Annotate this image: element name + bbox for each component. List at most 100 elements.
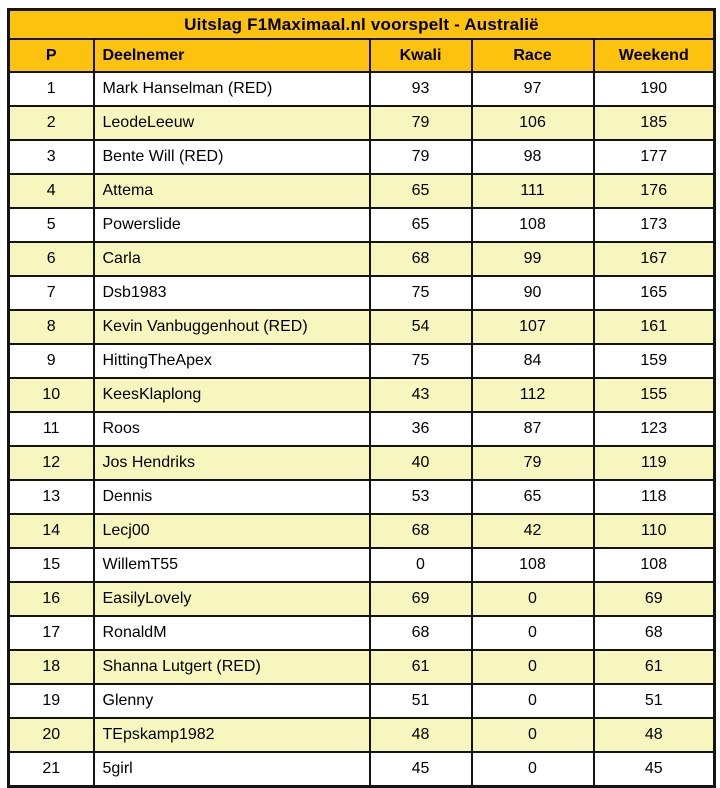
weekend-cell: 173 bbox=[592, 207, 716, 243]
position-cell: 14 bbox=[7, 513, 95, 549]
table-row: 3 Bente Will (RED) 79 98 177 bbox=[7, 139, 716, 175]
weekend-cell: 68 bbox=[592, 615, 716, 651]
position-cell: 8 bbox=[7, 309, 95, 345]
deelnemer-cell: Powerslide bbox=[92, 207, 371, 243]
position-cell: 18 bbox=[7, 649, 95, 685]
deelnemer-cell: Carla bbox=[92, 241, 371, 277]
position-cell: 7 bbox=[7, 275, 95, 311]
race-cell: 108 bbox=[470, 547, 595, 583]
weekend-cell: 165 bbox=[592, 275, 716, 311]
race-cell: 87 bbox=[470, 411, 595, 447]
race-cell: 99 bbox=[470, 241, 595, 277]
weekend-cell: 177 bbox=[592, 139, 716, 175]
table-row: 4 Attema 65 111 176 bbox=[7, 173, 716, 209]
race-cell: 0 bbox=[470, 615, 595, 651]
table-row: 18 Shanna Lutgert (RED) 61 0 61 bbox=[7, 649, 716, 685]
position-cell: 2 bbox=[7, 105, 95, 141]
table-row: 21 5girl 45 0 45 bbox=[7, 751, 716, 788]
header-row: P Deelnemer Kwali Race Weekend bbox=[7, 38, 716, 73]
position-cell: 17 bbox=[7, 615, 95, 651]
race-cell: 106 bbox=[470, 105, 595, 141]
deelnemer-cell: Dsb1983 bbox=[92, 275, 371, 311]
results-table-container: Uitslag F1Maximaal.nl voorspelt - Austra… bbox=[7, 8, 716, 788]
deelnemer-cell: KeesKlaplong bbox=[92, 377, 371, 413]
kwali-cell: 75 bbox=[368, 343, 473, 379]
kwali-cell: 36 bbox=[368, 411, 473, 447]
deelnemer-cell: Dennis bbox=[92, 479, 371, 515]
weekend-cell: 161 bbox=[592, 309, 716, 345]
weekend-cell: 69 bbox=[592, 581, 716, 617]
race-cell: 97 bbox=[470, 71, 595, 107]
kwali-cell: 79 bbox=[368, 139, 473, 175]
kwali-cell: 48 bbox=[368, 717, 473, 753]
kwali-cell: 61 bbox=[368, 649, 473, 685]
table-row: 6 Carla 68 99 167 bbox=[7, 241, 716, 277]
position-cell: 12 bbox=[7, 445, 95, 481]
table-row: 20 TEpskamp1982 48 0 48 bbox=[7, 717, 716, 753]
position-cell: 11 bbox=[7, 411, 95, 447]
position-cell: 19 bbox=[7, 683, 95, 719]
table-row: 8 Kevin Vanbuggenhout (RED) 54 107 161 bbox=[7, 309, 716, 345]
race-cell: 108 bbox=[470, 207, 595, 243]
table-row: 16 EasilyLovely 69 0 69 bbox=[7, 581, 716, 617]
deelnemer-cell: TEpskamp1982 bbox=[92, 717, 371, 753]
kwali-cell: 65 bbox=[368, 207, 473, 243]
deelnemer-cell: 5girl bbox=[92, 751, 371, 788]
weekend-cell: 185 bbox=[592, 105, 716, 141]
kwali-cell: 51 bbox=[368, 683, 473, 719]
kwali-cell: 53 bbox=[368, 479, 473, 515]
race-cell: 0 bbox=[470, 581, 595, 617]
deelnemer-cell: Roos bbox=[92, 411, 371, 447]
position-cell: 3 bbox=[7, 139, 95, 175]
weekend-cell: 119 bbox=[592, 445, 716, 481]
deelnemer-cell: HittingTheApex bbox=[92, 343, 371, 379]
table-row: 1 Mark Hanselman (RED) 93 97 190 bbox=[7, 71, 716, 107]
table-row: 5 Powerslide 65 108 173 bbox=[7, 207, 716, 243]
position-cell: 4 bbox=[7, 173, 95, 209]
deelnemer-cell: Bente Will (RED) bbox=[92, 139, 371, 175]
race-cell: 98 bbox=[470, 139, 595, 175]
kwali-cell: 93 bbox=[368, 71, 473, 107]
kwali-cell: 68 bbox=[368, 615, 473, 651]
deelnemer-cell: Attema bbox=[92, 173, 371, 209]
position-cell: 6 bbox=[7, 241, 95, 277]
position-cell: 16 bbox=[7, 581, 95, 617]
race-cell: 112 bbox=[470, 377, 595, 413]
table-row: 7 Dsb1983 75 90 165 bbox=[7, 275, 716, 311]
weekend-cell: 51 bbox=[592, 683, 716, 719]
col-header-deelnemer: Deelnemer bbox=[92, 38, 371, 73]
table-row: 13 Dennis 53 65 118 bbox=[7, 479, 716, 515]
table-row: 10 KeesKlaplong 43 112 155 bbox=[7, 377, 716, 413]
position-cell: 9 bbox=[7, 343, 95, 379]
weekend-cell: 167 bbox=[592, 241, 716, 277]
race-cell: 84 bbox=[470, 343, 595, 379]
title-row: Uitslag F1Maximaal.nl voorspelt - Austra… bbox=[7, 8, 716, 40]
col-header-weekend: Weekend bbox=[592, 38, 716, 73]
race-cell: 0 bbox=[470, 683, 595, 719]
weekend-cell: 48 bbox=[592, 717, 716, 753]
weekend-cell: 190 bbox=[592, 71, 716, 107]
kwali-cell: 69 bbox=[368, 581, 473, 617]
deelnemer-cell: Glenny bbox=[92, 683, 371, 719]
kwali-cell: 43 bbox=[368, 377, 473, 413]
weekend-cell: 61 bbox=[592, 649, 716, 685]
col-header-kwali: Kwali bbox=[368, 38, 473, 73]
deelnemer-cell: Jos Hendriks bbox=[92, 445, 371, 481]
position-cell: 10 bbox=[7, 377, 95, 413]
weekend-cell: 123 bbox=[592, 411, 716, 447]
race-cell: 0 bbox=[470, 649, 595, 685]
table-row: 14 Lecj00 68 42 110 bbox=[7, 513, 716, 549]
race-cell: 42 bbox=[470, 513, 595, 549]
weekend-cell: 110 bbox=[592, 513, 716, 549]
kwali-cell: 68 bbox=[368, 513, 473, 549]
position-cell: 15 bbox=[7, 547, 95, 583]
table-row: 15 WillemT55 0 108 108 bbox=[7, 547, 716, 583]
col-header-position: P bbox=[7, 38, 95, 73]
deelnemer-cell: Kevin Vanbuggenhout (RED) bbox=[92, 309, 371, 345]
deelnemer-cell: LeodeLeeuw bbox=[92, 105, 371, 141]
position-cell: 13 bbox=[7, 479, 95, 515]
position-cell: 21 bbox=[7, 751, 95, 788]
position-cell: 20 bbox=[7, 717, 95, 753]
table-row: 9 HittingTheApex 75 84 159 bbox=[7, 343, 716, 379]
deelnemer-cell: Shanna Lutgert (RED) bbox=[92, 649, 371, 685]
